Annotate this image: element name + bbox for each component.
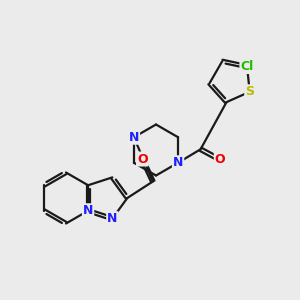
Text: N: N	[107, 212, 118, 225]
Text: Cl: Cl	[240, 60, 254, 73]
Text: S: S	[245, 85, 254, 98]
Text: N: N	[173, 156, 183, 169]
Text: N: N	[129, 131, 139, 144]
Text: O: O	[215, 153, 225, 166]
Text: N: N	[83, 204, 93, 217]
Text: O: O	[137, 152, 148, 166]
